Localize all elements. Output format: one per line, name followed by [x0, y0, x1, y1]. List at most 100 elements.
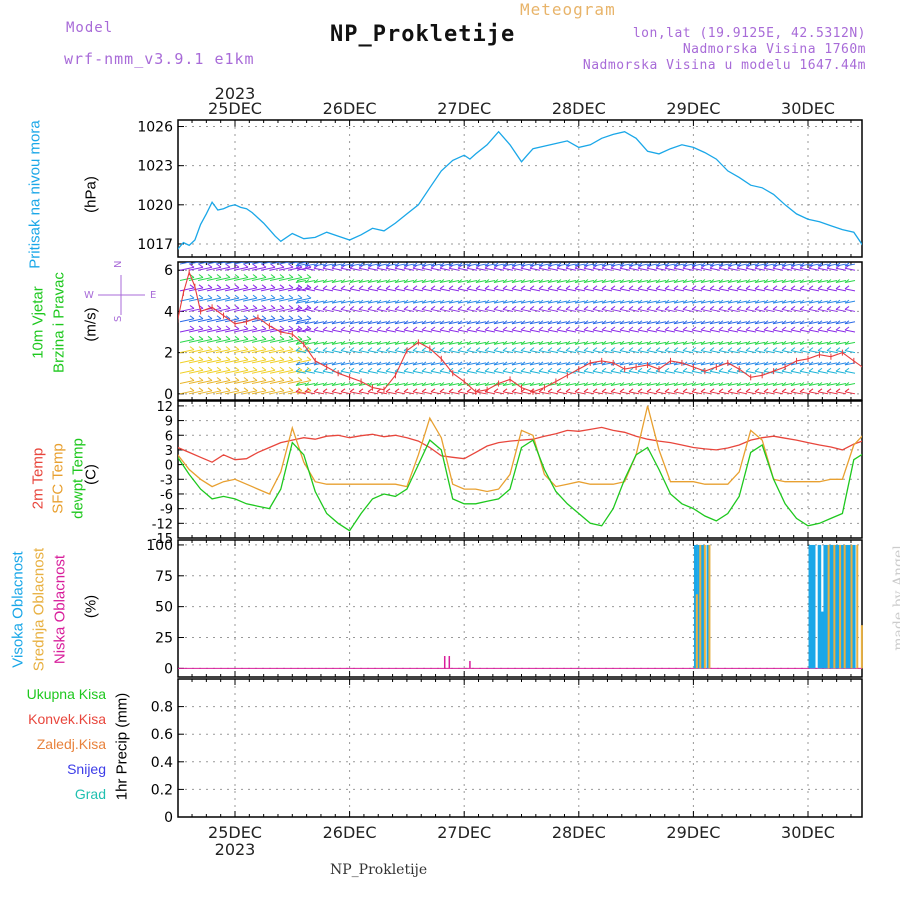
wind-arrow [844, 267, 856, 271]
wind-arrow-head [691, 285, 697, 290]
wind-arrow [610, 350, 622, 354]
wind-arrow [197, 277, 213, 282]
wind-arrow-head [244, 258, 248, 261]
wind-arrow-head [826, 299, 832, 304]
wind-arrow-head [745, 285, 751, 290]
wind-arrow-head [216, 263, 222, 268]
wind-arrow-head [270, 377, 276, 381]
wind-arrow-head [331, 347, 337, 352]
y-tick-label: 0.2 [151, 782, 173, 798]
wind-arrow [466, 263, 478, 267]
wind-arrow [188, 359, 204, 364]
wind-arrow-head [198, 294, 204, 299]
wind-arrow-head [619, 320, 625, 325]
wind-arrow-head [243, 284, 249, 289]
wind-arrow-head [826, 347, 832, 352]
wind-arrow [691, 391, 703, 395]
wind-arrow-head [736, 347, 742, 352]
wind-arrow-head [376, 285, 382, 290]
wind-arrow [242, 262, 255, 265]
wind-arrow-head [376, 306, 382, 310]
legend-ukupna-kisa: Ukupna Kisa [26, 686, 106, 702]
wind-arrow [529, 370, 541, 374]
wind-arrow [763, 308, 775, 312]
wind-arrow-head [556, 382, 562, 386]
wind-arrow [475, 300, 487, 304]
wind-arrow [385, 280, 397, 284]
wind-arrow-head [252, 305, 258, 309]
wind-arrow [835, 308, 847, 312]
wind-arrow-head [457, 347, 463, 352]
wind-arrow-head [817, 340, 823, 345]
wind-arrow [295, 329, 307, 333]
wind-arrow-head [664, 306, 670, 310]
wind-arrow-head [430, 326, 436, 331]
wind-arrow-head [412, 285, 418, 290]
wind-arrow [296, 390, 312, 395]
wind-arrow [394, 391, 406, 395]
wind-arrow [295, 350, 307, 354]
wind-arrow-head [484, 367, 490, 372]
wind-arrow-head [637, 388, 643, 393]
wind-arrow-head [556, 340, 562, 345]
wind-arrow [367, 280, 379, 284]
cloud-bar-0 [840, 544, 845, 669]
wind-arrow [242, 359, 258, 364]
wind-arrow-head [261, 377, 267, 381]
wind-arrow [448, 329, 460, 333]
wind-arrow-head [844, 262, 850, 267]
wind-arrow-head [718, 340, 724, 345]
wind-arrow [412, 383, 424, 387]
wind-arrow-head [556, 306, 562, 310]
wind-arrow-head [448, 326, 454, 331]
wind-arrow [736, 263, 748, 267]
cloud-bar-1 [860, 625, 863, 669]
wind-arrow-head [637, 262, 643, 267]
wind-arrow [439, 280, 451, 284]
wind-arrow [763, 370, 775, 374]
wind-arrow [367, 383, 379, 387]
wind-arrow [322, 350, 334, 354]
wind-arrow-head [394, 320, 400, 325]
panel-frame [177, 261, 863, 401]
wind-arrow [799, 370, 811, 374]
wind-arrow-head [511, 320, 517, 325]
wind-arrow-head [304, 388, 310, 393]
wind-arrow-head [619, 285, 625, 290]
y-tick-label: -6 [160, 488, 173, 503]
wind-arrow [529, 288, 541, 292]
wind-arrow [242, 277, 258, 282]
wind-arrow-head [529, 361, 535, 366]
wind-arrow [269, 277, 285, 282]
wind-arrow-head [673, 285, 679, 290]
wind-arrow [520, 300, 532, 304]
wind-arrow-head [511, 340, 517, 345]
wind-arrow-head [475, 262, 481, 267]
wind-arrow [637, 280, 649, 284]
wind-arrow [376, 263, 388, 267]
wind-arrow [233, 338, 249, 343]
wind-arrow [349, 280, 361, 284]
wind-arrow-head [736, 279, 742, 283]
wind-arrow [233, 328, 249, 333]
wind-arrow-head [754, 306, 760, 310]
wind-arrow [700, 280, 712, 284]
legend-konvek-kisa: Konvek.Kisa [28, 711, 106, 727]
y-tick-label: 0 [164, 661, 173, 677]
wind-arrow [296, 307, 312, 312]
wind-arrow [358, 391, 370, 395]
wind-arrow-head [718, 347, 724, 352]
wind-arrow [664, 329, 676, 333]
panel-frame [177, 119, 863, 258]
wind-arrow [709, 362, 721, 366]
wind-arrow [817, 288, 829, 292]
wind-arrow [376, 341, 388, 345]
wind-arrow-head [295, 306, 301, 310]
cloud-bar-1 [703, 544, 706, 669]
wind-arrow-head [475, 299, 481, 304]
wind-arrow [574, 263, 586, 267]
wind-arrow-head [439, 382, 445, 386]
wind-arrow-head [637, 347, 643, 352]
wind-arrow-head [781, 347, 787, 352]
wind-arrow [646, 263, 658, 267]
